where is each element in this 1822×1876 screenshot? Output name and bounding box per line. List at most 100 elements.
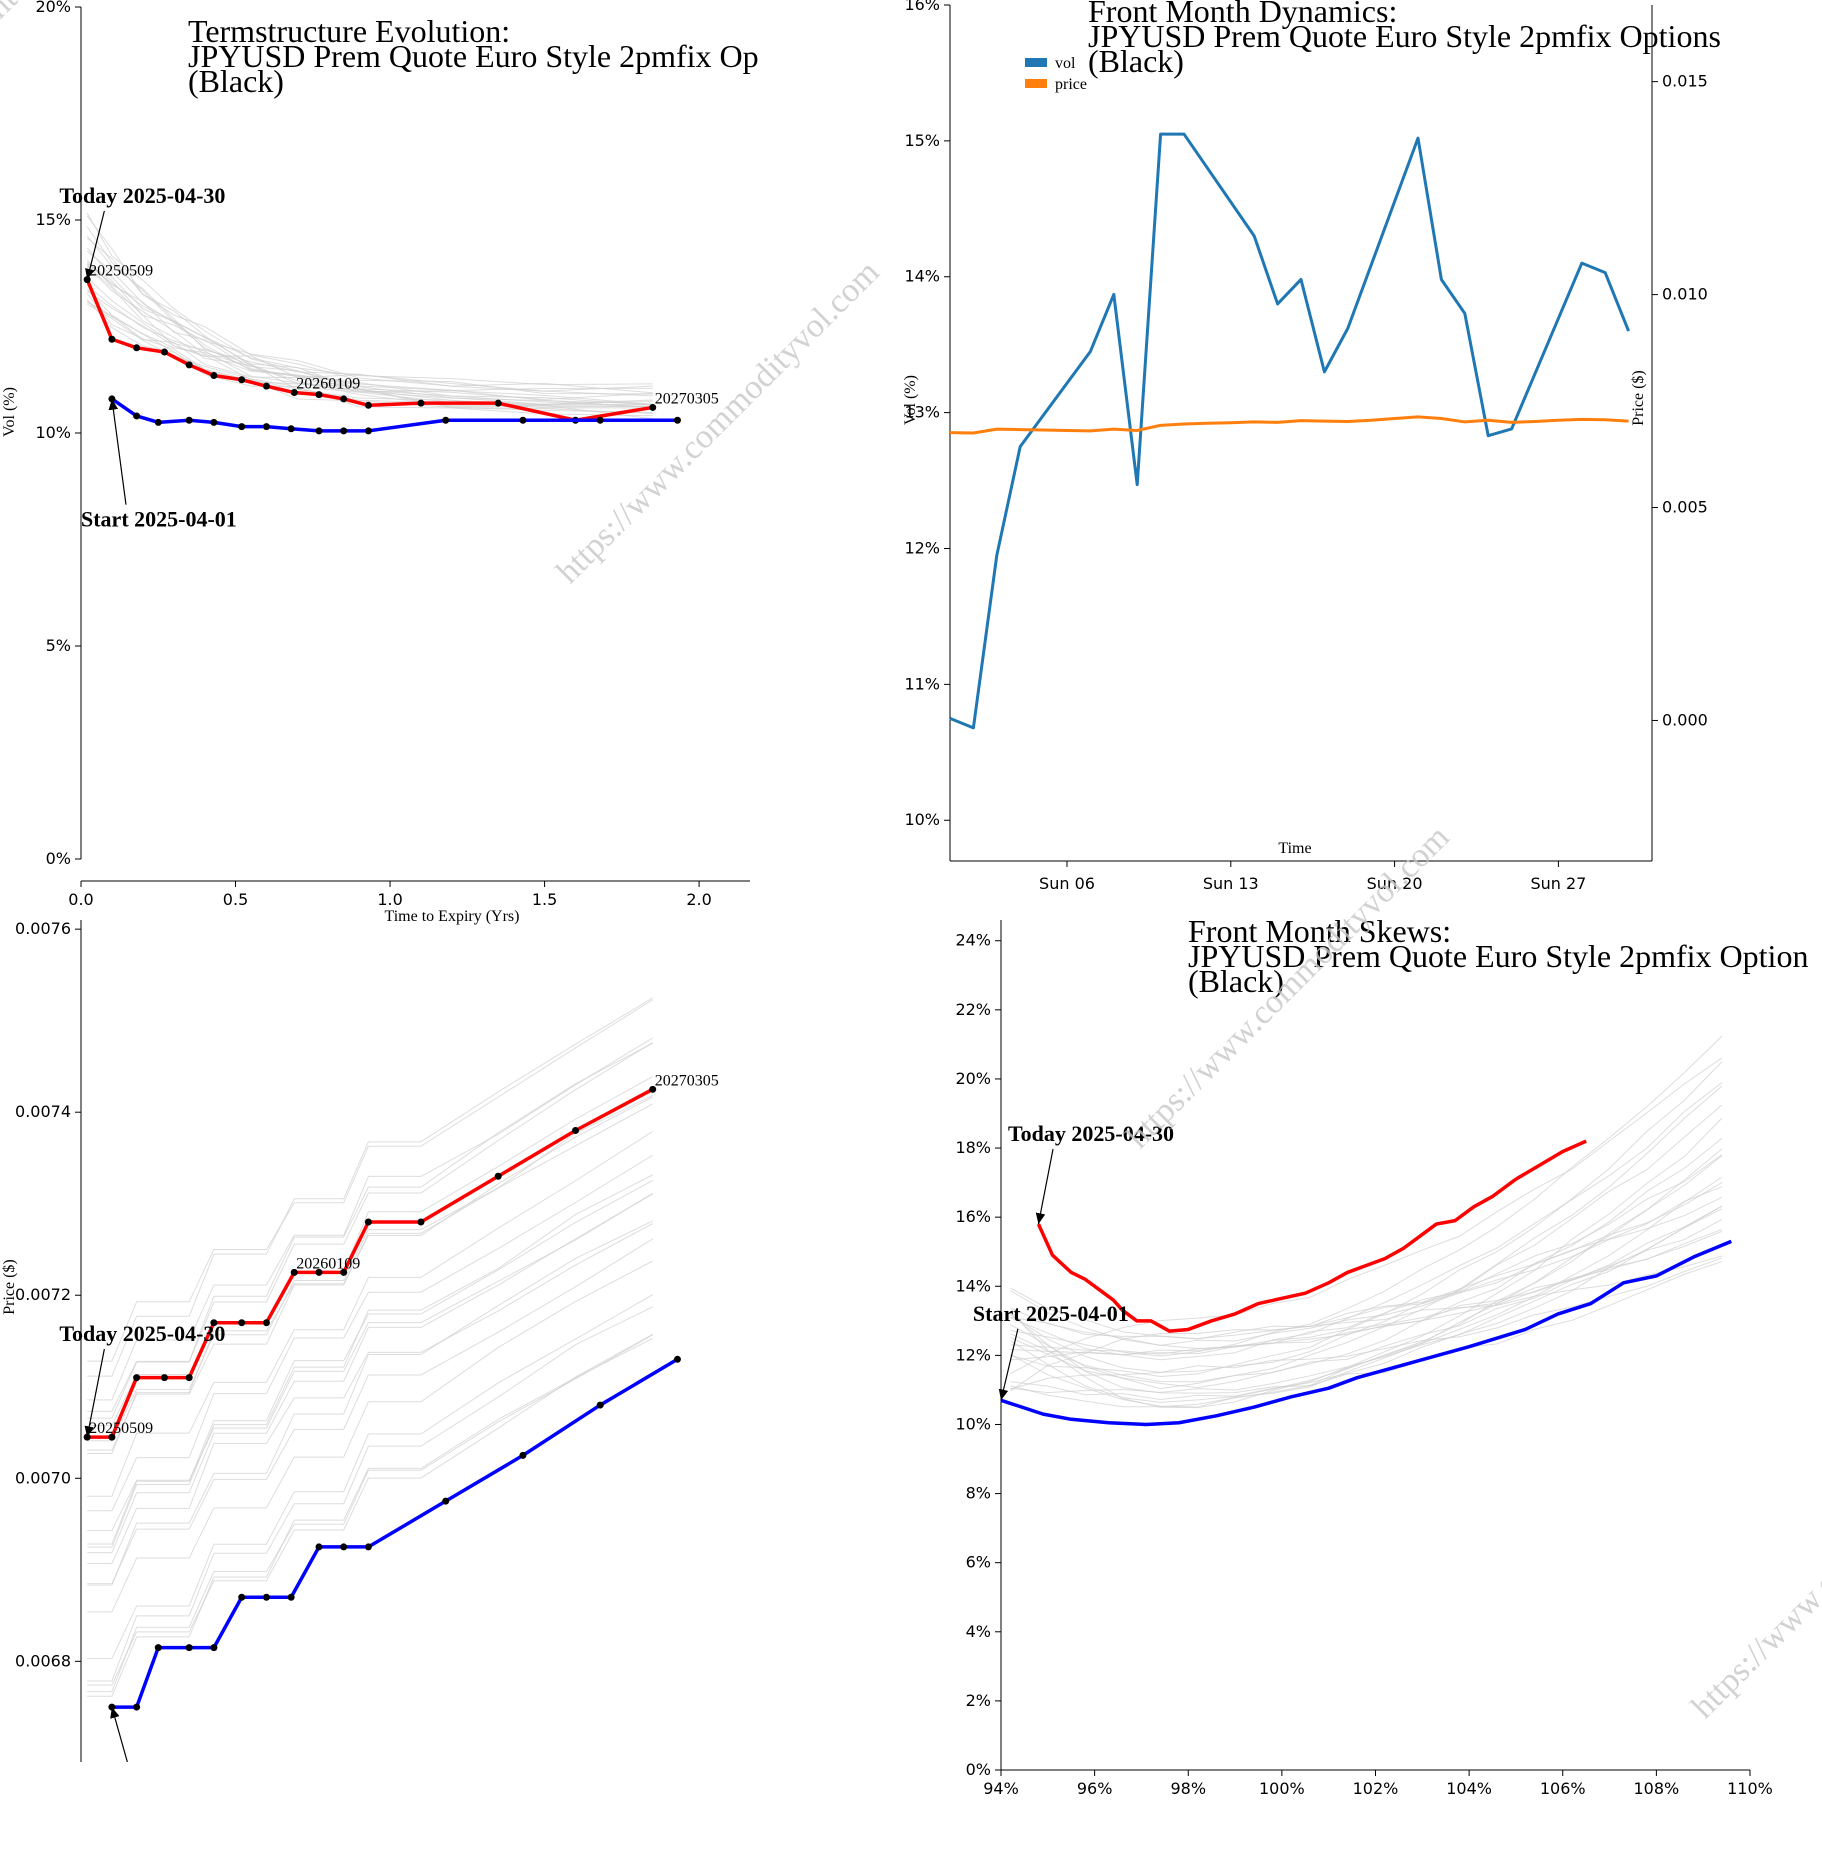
fwd-series-0-point-12	[417, 1218, 425, 1226]
ts-series-0-point-11	[364, 401, 372, 409]
fwd-series-0-point-8	[290, 1268, 298, 1276]
ts-expiry-label-1: 20260109	[296, 376, 360, 393]
ts-y-tick-label-2: 10%	[35, 423, 71, 442]
ts-series-0-point-3	[160, 348, 168, 356]
ts-history-line-2	[86, 247, 653, 408]
ts-series-0-point-2	[133, 344, 141, 352]
fwd-expiry-label-0: 20250509	[89, 1420, 153, 1437]
dyn-y-tick-label-3: 13%	[904, 403, 940, 422]
fwd-series-0-point-10	[340, 1268, 348, 1276]
fwd-history-line-19	[87, 1238, 654, 1585]
skew-history-line-10	[1010, 1104, 1723, 1373]
ts-y-tick-label-4: 20%	[35, 0, 71, 16]
fwd-series-1-point-2	[154, 1644, 162, 1652]
ts-series-1-point-11	[442, 416, 450, 424]
fwd-history-line-17	[87, 1294, 653, 1660]
fwd-series-1-point-9	[340, 1543, 348, 1551]
skew-title-line-1: JPYUSD Prem Quote Euro Style 2pmfix Opti…	[1188, 938, 1808, 974]
fwd-series-0-point-13	[494, 1172, 502, 1180]
fwd-history-line-9	[87, 1096, 653, 1454]
dyn-legend-swatch-0	[1025, 58, 1047, 67]
skew-y-tick-label-3: 6%	[966, 1553, 991, 1572]
dyn-legend-label-0: vol	[1055, 55, 1076, 72]
skew-x-tick-label-1: 96%	[1077, 1779, 1113, 1798]
fwd-history-line-23	[87, 1174, 653, 1548]
skew-history-line-16	[1010, 1255, 1723, 1392]
fwd-series-1-point-7	[287, 1593, 295, 1601]
ts-title-line-2: (Black)	[188, 63, 284, 99]
skew-series-0-line	[1036, 1139, 1587, 1333]
dyn-y-axis-label: Vol (%)	[902, 375, 919, 425]
fwd-history-line-14	[87, 1337, 653, 1697]
dyn-y2-tick-label-2: 0.010	[1662, 285, 1708, 304]
ts-x-tick-label-3: 1.5	[532, 890, 557, 909]
termstructure-chart: 0% 5% 10% 15% 20% 0.0 0.5 1.0 1.5 2.0 Time to Expi…	[1, 0, 759, 925]
skew-y-tick-label-9: 18%	[955, 1138, 991, 1157]
skew-x-tick-label-5: 104%	[1446, 1779, 1492, 1798]
skew-history-line-7	[1010, 1117, 1723, 1409]
fwd-series-1-point-13	[596, 1401, 604, 1409]
ts-series-1-point-1	[133, 412, 141, 420]
dyn-legend-swatch-1	[1025, 79, 1047, 88]
dyn-y-tick-label-2: 12%	[904, 538, 940, 557]
ts-series-1-point-7	[287, 425, 295, 433]
ts-history-line-14	[86, 288, 653, 417]
ts-history-line-1	[86, 301, 653, 405]
ts-series-0-point-1	[108, 335, 116, 343]
ts-annotation-1-text: Start 2025-04-01	[81, 507, 237, 532]
ts-annotation-0-text: Today 2025-04-30	[59, 183, 225, 208]
ts-title-line-1: JPYUSD Prem Quote Euro Style 2pmfix Op	[188, 38, 759, 74]
skew-series-1-line	[1000, 1239, 1732, 1427]
dyn-y-tick-label-1: 11%	[904, 674, 940, 693]
ts-series-1-point-2	[154, 418, 162, 426]
dyn-title-line-2: (Black)	[1088, 43, 1184, 79]
skew-y-tick-label-6: 12%	[955, 1345, 991, 1364]
dyn-y2-axis-label: Price ($)	[1630, 370, 1647, 426]
skew-x-tick-label-8: 110%	[1727, 1779, 1773, 1798]
fwd-series-1-line	[111, 1357, 679, 1709]
ts-history-line-19	[86, 293, 653, 414]
fwd-y-tick-label-0: 0.0068	[15, 1651, 71, 1670]
fwd-history-line-8	[87, 1042, 653, 1419]
ts-series-0-point-13	[494, 399, 502, 407]
fwd-annotation-0-arrow	[84, 1348, 105, 1438]
dyn-y-tick-label-5: 15%	[904, 131, 940, 150]
fwd-series-0-point-15	[649, 1085, 657, 1093]
dyn-legend-label-1: price	[1055, 76, 1087, 93]
fwd-y-tick-label-2: 0.0072	[15, 1285, 71, 1304]
skew-y-tick-label-10: 20%	[955, 1069, 991, 1088]
fwd-series-1-point-6	[262, 1593, 270, 1601]
fwd-series-0-point-5	[210, 1319, 218, 1327]
fwd-series-0-point-9	[315, 1268, 323, 1276]
ts-series-0-point-9	[315, 391, 323, 399]
skew-history-line-15	[1010, 1228, 1723, 1349]
fwd-history-line-16	[87, 1223, 653, 1565]
skew-y-tick-label-7: 14%	[955, 1276, 991, 1295]
ts-series-1-point-10	[364, 427, 372, 435]
fwd-series-1-point-12	[519, 1451, 527, 1459]
fwd-history-line-11	[87, 1042, 653, 1412]
fwd-series-0-point-2	[133, 1374, 141, 1382]
ts-series-0-line	[85, 278, 654, 422]
ts-series-0-point-6	[238, 376, 246, 384]
skew-y-tick-label-2: 4%	[966, 1622, 991, 1641]
fwd-history-line-4	[87, 1130, 654, 1497]
ts-series-0-point-12	[417, 399, 425, 407]
ts-series-1-point-5	[238, 423, 246, 431]
ts-series-1-point-6	[262, 423, 270, 431]
ts-history-line-16	[86, 265, 653, 408]
fwd-history-line-5	[87, 1193, 653, 1554]
ts-history-line-18	[86, 290, 653, 397]
ts-history-line-7	[86, 263, 653, 386]
ts-history-line-3	[86, 277, 653, 392]
dyn-x-tick-label-2: Sun 20	[1367, 874, 1423, 893]
ts-x-tick-label-1: 0.5	[223, 890, 248, 909]
ts-series-0-point-7	[262, 382, 270, 390]
fwd-series-0-point-3	[160, 1374, 168, 1382]
ts-series-0-point-5	[210, 371, 218, 379]
skew-y-tick-label-5: 10%	[955, 1414, 991, 1433]
skew-history-line-20	[1010, 1205, 1723, 1401]
ts-expiry-label-0: 20250509	[89, 263, 153, 280]
ts-annotation-1-arrow	[108, 398, 127, 505]
fwd-history-line-12	[87, 1333, 653, 1686]
